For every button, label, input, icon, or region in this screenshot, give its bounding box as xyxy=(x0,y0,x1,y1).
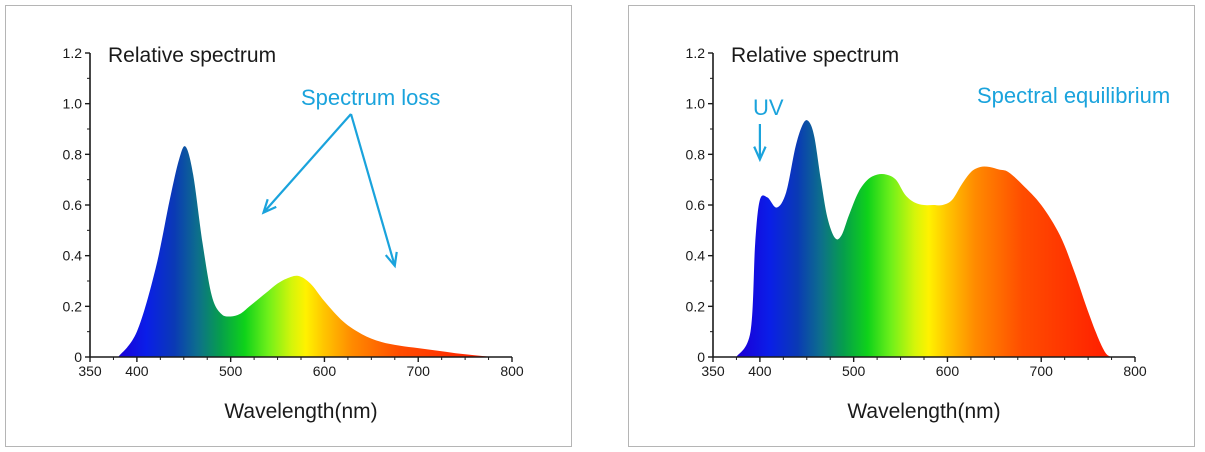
spectrum-chart-right: 0 0.2 0.4 0.6 0.8 1.0 1.2 350 400 500 600 700 800 Re… xyxy=(686,44,1171,423)
x-tick-label: 350 xyxy=(701,363,725,379)
y-tick-label: 0.6 xyxy=(63,197,83,213)
y-tick-label: 0.4 xyxy=(63,248,83,264)
x-tick-label: 800 xyxy=(1123,363,1147,379)
chart-panel-left: 0 0.2 0.4 0.6 0.8 1.0 1.2 350 400 500 600 700 800 Re… xyxy=(5,5,572,447)
spectrum-chart-left: 0 0.2 0.4 0.6 0.8 1.0 1.2 350 400 500 600 700 800 Re… xyxy=(63,44,524,423)
chart-title: Relative spectrum xyxy=(731,44,899,67)
x-axis-label: Wavelength(nm) xyxy=(847,400,1000,423)
chart-title: Relative spectrum xyxy=(108,44,276,67)
annotation-uv: UV xyxy=(753,95,784,120)
x-tick-label: 600 xyxy=(313,363,337,379)
x-tick-label: 700 xyxy=(1030,363,1054,379)
x-tick-label: 800 xyxy=(500,363,524,379)
x-tick-label: 350 xyxy=(78,363,102,379)
spectrum-area xyxy=(118,146,494,357)
x-tick-label: 400 xyxy=(125,363,149,379)
annotation-arrow-icon xyxy=(349,113,398,269)
annotation-spectrum-loss: Spectrum loss xyxy=(301,85,440,110)
y-tick-label: 1.0 xyxy=(686,96,706,112)
x-tick-label: 700 xyxy=(407,363,431,379)
y-tick-label: 0.4 xyxy=(686,248,706,264)
y-tick-label: 1.2 xyxy=(63,45,83,61)
x-tick-label: 600 xyxy=(936,363,960,379)
spectrum-area xyxy=(736,120,1112,357)
x-tick-label: 500 xyxy=(842,363,866,379)
annotation-spectral-equilibrium: Spectral equilibrium xyxy=(977,83,1170,108)
chart-panel-right: 0 0.2 0.4 0.6 0.8 1.0 1.2 350 400 500 600 700 800 Re… xyxy=(628,5,1195,447)
x-tick-label: 400 xyxy=(748,363,772,379)
x-axis-label: Wavelength(nm) xyxy=(224,400,377,423)
y-tick-label: 0.2 xyxy=(63,298,83,314)
y-tick-label: 0.6 xyxy=(686,197,706,213)
uv-arrow-icon xyxy=(753,124,767,163)
x-tick-label: 500 xyxy=(219,363,243,379)
y-tick-label: 1.2 xyxy=(686,45,706,61)
y-tick-label: 0 xyxy=(74,349,82,365)
y-tick-label: 0.8 xyxy=(63,146,83,162)
y-tick-label: 0.2 xyxy=(686,298,706,314)
y-tick-label: 0.8 xyxy=(686,146,706,162)
y-tick-label: 1.0 xyxy=(63,96,83,112)
y-tick-label: 0 xyxy=(697,349,705,365)
annotation-arrow-icon xyxy=(261,113,352,215)
